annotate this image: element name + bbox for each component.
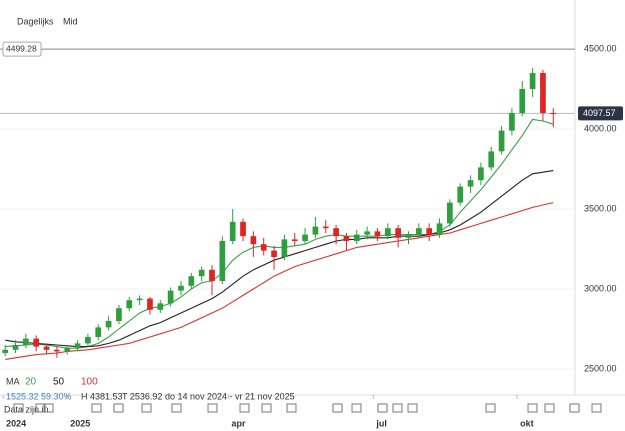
candle-body: [550, 113, 557, 114]
candle-body: [33, 338, 40, 347]
candle-body: [229, 221, 236, 241]
candle-body: [240, 221, 246, 237]
stat-change-pct: 59.30%: [41, 391, 72, 401]
stat-low: T 2536.92: [122, 391, 162, 401]
last-price-box: [578, 106, 623, 121]
candle-body: [250, 236, 257, 245]
stat-change: 1525.32: [6, 391, 39, 401]
candle-body: [157, 303, 164, 310]
y-tick-label: 3500.00: [584, 203, 617, 213]
candle-body: [54, 349, 60, 352]
candle-body: [74, 343, 81, 349]
candle-body: [2, 349, 9, 353]
candle-body: [322, 226, 329, 229]
candle-body: [95, 327, 102, 337]
candle-body: [178, 285, 184, 291]
y-tick-label: 2500.00: [584, 363, 617, 373]
candle-body: [188, 276, 195, 286]
stat-range: do 14 nov 2024 - vr 21 nov 2025: [165, 391, 295, 401]
x-tick-label: 2025: [70, 418, 90, 428]
candle-body: [43, 346, 50, 350]
candle-body: [343, 236, 350, 241]
candle-body: [302, 234, 308, 241]
legend-entry: 50: [53, 377, 65, 388]
candle-body: [426, 228, 433, 235]
y-tick-label: 4000.00: [584, 123, 617, 133]
candle-body: [395, 228, 402, 238]
candle-body: [281, 239, 288, 257]
candle-body: [136, 298, 143, 301]
candle-body: [23, 338, 29, 345]
interval[interactable]: Dagelijks: [17, 16, 54, 26]
candle-body: [291, 239, 298, 241]
note: Data zijn in: [4, 404, 49, 414]
x-tick-label: apr: [232, 418, 247, 428]
candle-body: [198, 269, 205, 277]
legend-entry: 100: [81, 377, 98, 388]
candle-body: [364, 231, 370, 235]
candle-body: [85, 337, 91, 344]
x-tick-label: jul: [375, 418, 387, 428]
candle-body: [209, 269, 215, 281]
candle-body: [467, 180, 474, 187]
candle-body: [64, 348, 71, 352]
candle-body: [529, 73, 536, 89]
legend-label: MA: [6, 376, 20, 386]
candle-body: [384, 228, 391, 237]
ma-line: [5, 202, 554, 360]
candle-body: [540, 73, 546, 113]
event-icons: [13, 403, 602, 413]
price-type[interactable]: Mid: [63, 16, 78, 26]
candle-body: [126, 300, 133, 309]
candle-body: [147, 298, 153, 310]
candle-body: [312, 226, 319, 235]
candle-body: [105, 321, 112, 328]
candle-body: [415, 228, 422, 235]
x-tick-label: 2024: [6, 418, 26, 428]
candle-body: [12, 345, 19, 350]
last-price-label: 4097.57: [583, 108, 616, 118]
candle-body: [353, 234, 360, 241]
candle-body: [219, 241, 226, 281]
y-tick-label: 4500.00: [584, 43, 617, 53]
reference-label-box: [2, 41, 42, 57]
candle-body: [519, 89, 526, 113]
candle-body: [457, 186, 464, 203]
x-tick-label: okt: [520, 418, 534, 428]
candle-body: [260, 244, 267, 251]
candle-body: [405, 234, 412, 238]
reference-label: 4499.28: [6, 43, 37, 53]
ma-line: [5, 170, 554, 348]
candle-body: [167, 290, 174, 304]
candle-body: [498, 130, 505, 152]
candle-body: [447, 202, 453, 224]
candle-body: [116, 308, 122, 321]
candle-body: [488, 151, 495, 168]
candle-body: [509, 113, 515, 131]
stat-high: H 4381.53: [81, 391, 123, 401]
y-tick-label: 3000.00: [584, 283, 617, 293]
candle-body: [271, 250, 277, 257]
ma-line: [5, 118, 554, 349]
candle-body: [478, 167, 484, 181]
candle-body: [333, 228, 339, 237]
candle-body: [436, 223, 443, 235]
legend-entry: 20: [25, 377, 37, 388]
candle-body: [374, 231, 381, 237]
